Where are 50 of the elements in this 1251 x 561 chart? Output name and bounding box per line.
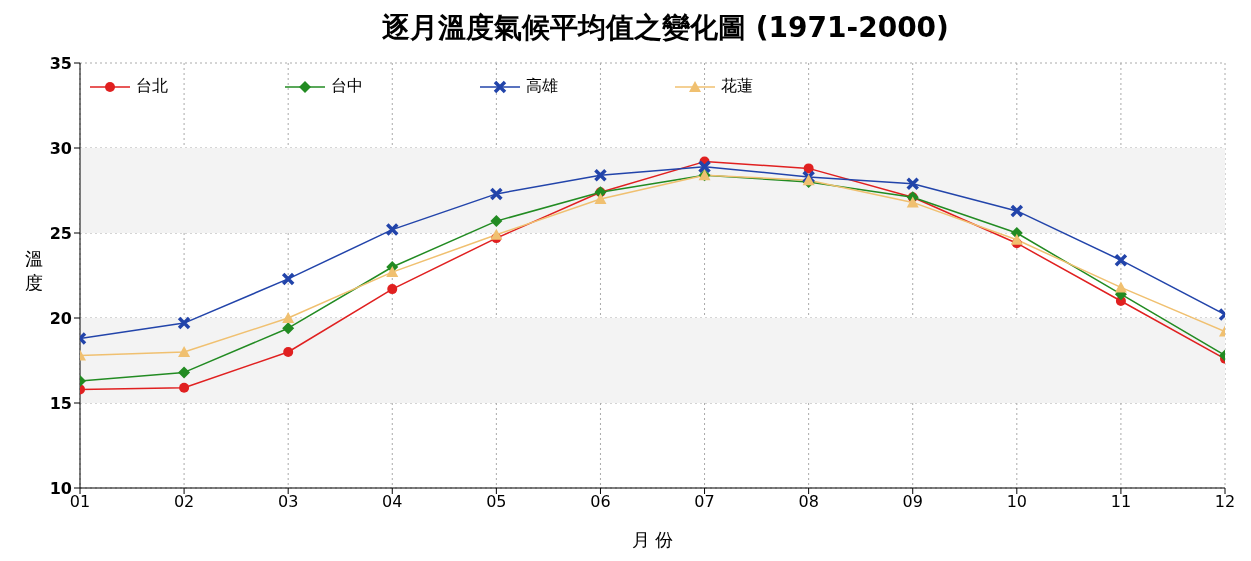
point: [179, 382, 190, 393]
y-tick-label: 25: [49, 223, 72, 243]
y-tick-label: 15: [49, 393, 72, 413]
legend-label: 花蓮: [721, 76, 753, 97]
y-tick-label: 10: [49, 478, 72, 498]
legend-label: 台中: [331, 76, 363, 97]
point: [282, 322, 295, 335]
point: [1114, 281, 1127, 293]
x-tick-label: 03: [278, 492, 299, 512]
x-tick-label: 05: [486, 492, 507, 512]
chart-title: 逐月溫度氣候平均值之變化圖 (1971-2000): [381, 10, 950, 46]
point: [283, 347, 294, 357]
point: [803, 163, 814, 174]
x-tick-label: 06: [590, 492, 611, 512]
y-axis-title: 溫度: [25, 247, 43, 293]
x-tick-label: 01: [69, 492, 91, 512]
legend-label: 高雄: [526, 76, 558, 97]
x-tick-label: 04: [382, 492, 403, 512]
x-tick-label: 02: [173, 492, 195, 512]
point: [282, 312, 295, 323]
point: [905, 176, 920, 191]
point: [801, 170, 816, 184]
point: [178, 346, 191, 357]
point: [697, 159, 712, 174]
point: [281, 272, 295, 286]
y-tick-label: 30: [49, 138, 72, 158]
x-tick-label: 07: [694, 492, 715, 512]
point: [490, 228, 503, 240]
y-tick-label: 20: [49, 308, 72, 328]
x-tick-label: 10: [1006, 492, 1027, 512]
x-axis-title: 月 份: [631, 529, 674, 550]
point: [178, 366, 191, 379]
y-tick-label: 35: [49, 53, 72, 73]
point: [1010, 204, 1024, 218]
legend-label: 台北: [136, 76, 168, 97]
point: [387, 284, 398, 295]
x-tick-label: 11: [1110, 492, 1132, 512]
point: [385, 222, 400, 237]
x-tick-label: 08: [798, 492, 819, 512]
point: [1114, 253, 1128, 267]
point: [386, 266, 399, 278]
point: [594, 193, 607, 204]
x-tick-label: 09: [902, 492, 923, 512]
point: [490, 215, 503, 228]
point: [906, 196, 919, 208]
point: [489, 187, 504, 201]
x-tick-label: 12: [1214, 492, 1236, 512]
point: [1010, 233, 1023, 245]
point: [177, 316, 191, 330]
point: [593, 168, 608, 182]
